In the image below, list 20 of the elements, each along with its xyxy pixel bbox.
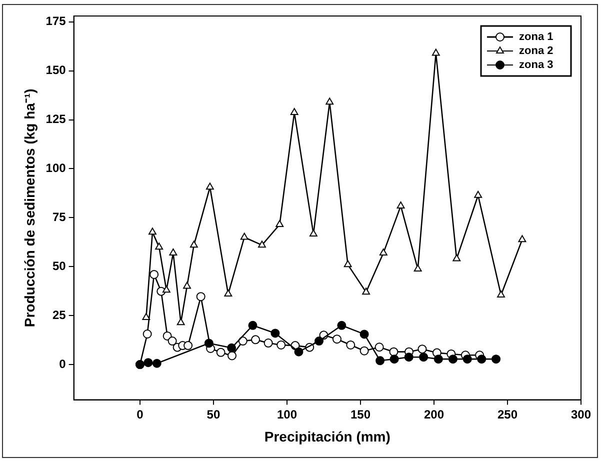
legend-label: zona 2 (519, 45, 554, 58)
x-tick-label: 200 (424, 407, 444, 422)
y-tick-label: 75 (52, 210, 66, 224)
x-tick-label: 100 (276, 407, 298, 422)
y-tick-label: 175 (46, 14, 66, 28)
y-tick-label: 125 (46, 112, 66, 126)
y-tick-label: 150 (46, 63, 66, 78)
x-tick-label: 250 (497, 407, 518, 422)
y-axis-title: Producción de sedimentos (kg ha⁻¹) (21, 88, 38, 328)
legend-label: zona 3 (519, 59, 554, 72)
x-tick-label: 50 (206, 407, 220, 422)
y-tick-label: 50 (52, 258, 66, 273)
x-axis-title: Precipitación (mm) (264, 428, 390, 444)
x-tick-label: 0 (136, 407, 144, 422)
y-tick-label: 0 (59, 356, 66, 371)
x-tick-label: 150 (350, 407, 371, 422)
legend-label: zona 1 (519, 31, 554, 44)
y-tick-label: 100 (46, 161, 66, 176)
x-tick-label: 300 (570, 407, 592, 422)
y-tick-label: 25 (52, 308, 66, 322)
